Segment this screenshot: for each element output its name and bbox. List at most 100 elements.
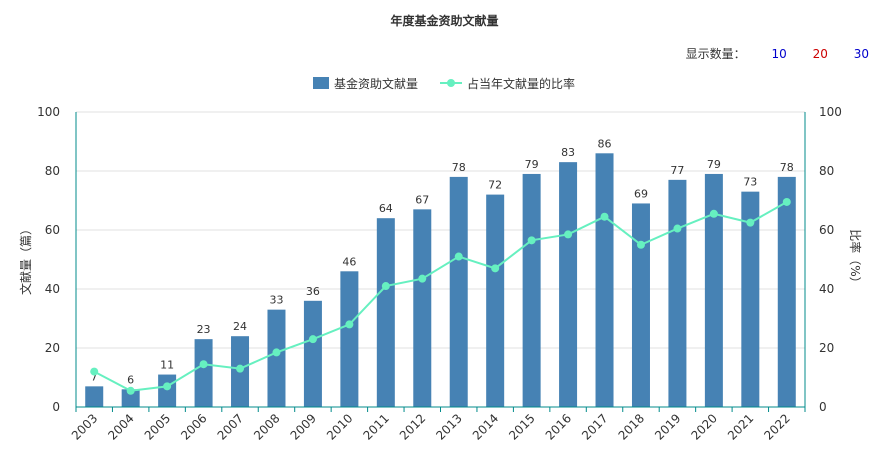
x-tick-label: 2012: [397, 411, 428, 442]
ratio-point[interactable]: [673, 224, 682, 233]
bar[interactable]: [413, 209, 432, 407]
x-tick-label: 2010: [324, 411, 355, 442]
bar[interactable]: [631, 203, 650, 407]
bar-value-label: 7: [91, 370, 98, 383]
bar[interactable]: [704, 173, 723, 407]
x-tick-label: 2016: [543, 411, 574, 442]
display-count-label: 显示数量：: [685, 47, 746, 61]
count-option-10[interactable]: 10: [771, 47, 787, 61]
bar[interactable]: [559, 162, 578, 407]
x-tick-label: 2003: [69, 411, 100, 442]
y-right-tick-label: 20: [819, 341, 834, 355]
ratio-point[interactable]: [236, 364, 245, 373]
bar-value-label: 64: [379, 202, 393, 215]
bar-value-label: 79: [525, 158, 539, 171]
bar[interactable]: [376, 218, 395, 407]
bars-layer: 7 6 11 23 24 33 36 46 64 67 78 72 79 83 86 69 77 79 73 78: [85, 137, 796, 407]
display-count-selector: 显示数量： 10 20 30: [686, 45, 869, 62]
bar[interactable]: [121, 389, 140, 407]
ratio-point[interactable]: [782, 197, 791, 206]
x-tick-label: 2021: [725, 411, 756, 442]
bar[interactable]: [340, 271, 359, 407]
legend-line-marker: [447, 79, 455, 87]
y-left-tick-label: 0: [52, 400, 60, 414]
ratio-point[interactable]: [746, 218, 755, 227]
bar-value-label: 72: [488, 179, 502, 192]
ratio-point[interactable]: [636, 240, 645, 249]
ratio-point[interactable]: [272, 348, 281, 357]
bar-value-label: 78: [452, 161, 466, 174]
ratio-point[interactable]: [454, 252, 463, 261]
ratio-point[interactable]: [600, 212, 609, 221]
legend-line-label[interactable]: 占当年文献量的比率: [467, 76, 575, 91]
y-left-tick-label: 100: [37, 105, 60, 119]
y-right-tick-label: 80: [819, 164, 834, 178]
chart-title: 年度基金资助文献量: [390, 14, 499, 28]
y-left-tick-label: 80: [45, 164, 60, 178]
bar[interactable]: [777, 176, 796, 407]
y-right-tick-label: 60: [819, 223, 834, 237]
y-left-tick-label: 40: [45, 282, 60, 296]
bar[interactable]: [741, 191, 760, 407]
x-tick-label: 2017: [579, 411, 610, 442]
bar-value-label: 86: [598, 137, 612, 150]
x-tick-label: 2007: [215, 411, 246, 442]
bar[interactable]: [486, 194, 505, 407]
bar[interactable]: [303, 300, 322, 407]
y-right-tick-label: 40: [819, 282, 834, 296]
bar-value-label: 73: [743, 176, 757, 189]
bar-value-label: 77: [670, 164, 684, 177]
ratio-point[interactable]: [308, 335, 317, 344]
count-option-20[interactable]: 20: [812, 47, 828, 61]
ratio-point[interactable]: [126, 386, 135, 395]
ratio-point[interactable]: [199, 360, 208, 369]
x-tick-label: 2013: [433, 411, 464, 442]
ratio-point[interactable]: [418, 274, 427, 283]
bar-value-label: 11: [160, 359, 174, 372]
bar[interactable]: [85, 386, 104, 407]
legend-bar-swatch[interactable]: [313, 77, 329, 89]
x-tick-label: 2019: [652, 411, 683, 442]
grid-layer: [76, 111, 805, 349]
bar[interactable]: [449, 176, 468, 407]
ratio-point[interactable]: [163, 382, 172, 391]
bar-value-label: 46: [342, 255, 356, 268]
count-option-30[interactable]: 30: [853, 47, 869, 61]
ratio-point[interactable]: [491, 264, 500, 273]
x-tick-label: 2020: [688, 411, 719, 442]
y-axis-left-title: 文献量（篇）: [18, 223, 33, 295]
y-right-tick-label: 100: [819, 105, 842, 119]
bar-value-label: 83: [561, 146, 575, 159]
bar[interactable]: [522, 173, 541, 407]
bar-value-label: 24: [233, 320, 247, 333]
x-tick-label: 2008: [251, 411, 282, 442]
legend-bar-label[interactable]: 基金资助文献量: [334, 76, 418, 91]
y-axis-right-title: 比率（%）: [848, 229, 863, 288]
x-tick-label: 2009: [288, 411, 319, 442]
x-tick-label: 2004: [105, 411, 136, 442]
line-layer: [90, 197, 791, 395]
bar-value-label: 67: [415, 193, 429, 206]
bar-value-label: 79: [707, 158, 721, 171]
bar[interactable]: [158, 374, 177, 407]
bar-value-label: 33: [269, 294, 283, 307]
ratio-line: [93, 201, 788, 392]
ratio-point[interactable]: [709, 209, 718, 218]
bar-value-label: 23: [197, 323, 211, 336]
ratio-point[interactable]: [564, 230, 573, 239]
ratio-point[interactable]: [381, 282, 390, 291]
x-tick-label: 2015: [506, 411, 537, 442]
x-tick-label: 2022: [761, 411, 792, 442]
bar-value-label: 69: [634, 187, 648, 200]
bar[interactable]: [595, 153, 614, 407]
bar-value-label: 6: [127, 373, 134, 386]
x-tick-label: 2011: [360, 411, 391, 442]
bar[interactable]: [194, 339, 213, 407]
ratio-point[interactable]: [527, 236, 536, 245]
bar[interactable]: [668, 179, 687, 407]
bar-value-label: 36: [306, 285, 320, 298]
bar[interactable]: [267, 309, 286, 407]
ratio-point[interactable]: [345, 320, 354, 329]
ratio-point[interactable]: [90, 367, 99, 376]
x-tick-label: 2014: [470, 411, 501, 442]
